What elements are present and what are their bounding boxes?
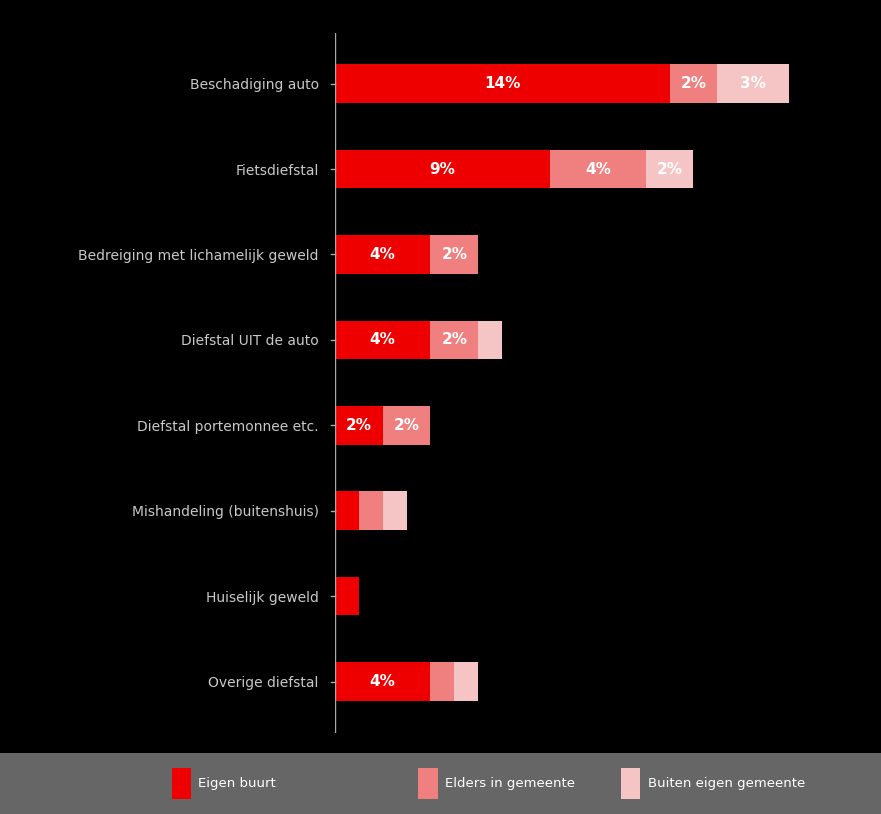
Text: 4%: 4%: [370, 674, 396, 689]
Text: Elders in gemeente: Elders in gemeente: [445, 777, 575, 790]
FancyBboxPatch shape: [621, 768, 640, 799]
Bar: [646, 150, 693, 188]
Text: Buiten eigen gemeente: Buiten eigen gemeente: [648, 777, 804, 790]
FancyBboxPatch shape: [172, 768, 191, 799]
Bar: [431, 235, 478, 274]
Text: 2%: 2%: [656, 161, 683, 177]
Bar: [717, 64, 789, 103]
Bar: [359, 492, 382, 530]
Bar: [335, 321, 431, 359]
Bar: [335, 406, 382, 444]
Text: 2%: 2%: [345, 418, 372, 433]
Text: 4%: 4%: [585, 161, 611, 177]
Bar: [335, 663, 431, 701]
Text: Eigen buurt: Eigen buurt: [198, 777, 276, 790]
Bar: [455, 663, 478, 701]
Text: 2%: 2%: [680, 76, 707, 91]
Text: 14%: 14%: [484, 76, 521, 91]
Bar: [478, 321, 502, 359]
Text: 4%: 4%: [370, 247, 396, 262]
Text: 9%: 9%: [429, 161, 455, 177]
Bar: [335, 64, 670, 103]
Bar: [550, 150, 646, 188]
Text: 2%: 2%: [441, 332, 467, 348]
Bar: [335, 577, 359, 615]
Bar: [335, 235, 431, 274]
Bar: [335, 150, 550, 188]
Bar: [670, 64, 717, 103]
Bar: [431, 321, 478, 359]
Text: 3%: 3%: [740, 76, 766, 91]
Bar: [382, 406, 431, 444]
Text: 4%: 4%: [370, 332, 396, 348]
Bar: [431, 663, 455, 701]
Bar: [382, 492, 406, 530]
Bar: [335, 492, 359, 530]
Text: 2%: 2%: [394, 418, 419, 433]
FancyBboxPatch shape: [418, 768, 438, 799]
Text: 2%: 2%: [441, 247, 467, 262]
